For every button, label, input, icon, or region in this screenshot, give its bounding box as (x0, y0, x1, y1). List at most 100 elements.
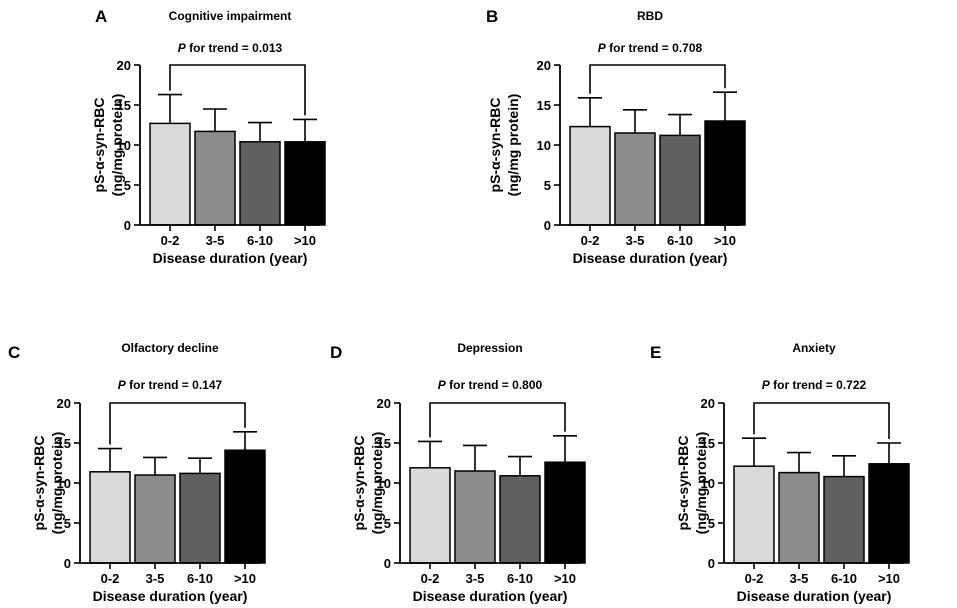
trend-bracket (589, 64, 726, 94)
bar-gt10 (868, 463, 910, 564)
y-axis-label-line1: pS-α-syn-RBC (675, 436, 691, 531)
trend-annotation: P for trend = 0.708 (598, 41, 703, 55)
y-axis-label-line1: pS-α-syn-RBC (91, 98, 107, 193)
bar-3-5 (134, 474, 176, 564)
x-tick-label: 0-2 (421, 571, 440, 586)
y-tick-label: 15 (537, 98, 551, 113)
x-tick-label: 3-5 (626, 233, 645, 248)
panel-letter: B (486, 7, 498, 26)
x-tick-label: 0-2 (161, 233, 180, 248)
trend-p: P (762, 378, 771, 392)
trend-annotation: P for trend = 0.800 (438, 378, 543, 392)
y-tick-label: 0 (384, 556, 391, 571)
y-tick-label: 20 (701, 396, 715, 411)
trend-annotation: P for trend = 0.722 (762, 378, 867, 392)
bar-3-5 (614, 132, 656, 226)
y-tick-label: 15 (57, 436, 71, 451)
x-axis-label: Disease duration (year) (737, 588, 892, 604)
y-tick-label: 20 (377, 396, 391, 411)
y-axis-label-line2: (ng/mg protein) (49, 432, 65, 535)
y-tick-label: 0 (544, 218, 551, 233)
y-axis-label-line1: pS-α-syn-RBC (487, 98, 503, 193)
trend-text: for trend = 0.013 (186, 41, 283, 55)
x-tick-label: 6-10 (667, 233, 693, 248)
y-axis-label-line2: (ng/mg protein) (369, 432, 385, 535)
bar-6-10 (239, 141, 281, 226)
y-tick-label: 15 (377, 436, 391, 451)
panel-title: RBD (637, 9, 663, 23)
y-tick-label: 0 (124, 218, 131, 233)
bar-0-2 (733, 465, 775, 564)
bar-6-10 (823, 475, 865, 564)
x-tick-label: 6-10 (831, 571, 857, 586)
bar-6-10 (179, 472, 221, 564)
trend-bracket (109, 402, 246, 445)
y-tick-label: 10 (117, 138, 131, 153)
bar-gt10 (224, 449, 266, 564)
x-tick-label: 0-2 (745, 571, 764, 586)
y-tick-label: 10 (57, 476, 71, 491)
y-axis-label-line2: (ng/mg protein) (693, 432, 709, 535)
x-tick-label: >10 (234, 571, 256, 586)
trend-bracket (169, 64, 306, 116)
bar-gt10 (284, 141, 326, 226)
trend-text: for trend = 0.147 (126, 378, 223, 392)
bar-3-5 (454, 470, 496, 564)
panel-letter: C (8, 343, 20, 362)
x-tick-label: 6-10 (507, 571, 533, 586)
trend-annotation: P for trend = 0.013 (178, 41, 283, 55)
panel-title: Cognitive impairment (169, 9, 292, 23)
y-tick-label: 20 (117, 58, 131, 73)
bar-0-2 (149, 122, 191, 226)
panel-e: E Anxiety P for trend = 0.722 0 5 10 15 20 0-2 3-… (650, 341, 910, 604)
x-axis-label: Disease duration (year) (413, 588, 568, 604)
bar-3-5 (778, 471, 820, 564)
bar-0-2 (409, 467, 451, 564)
bar-gt10 (704, 120, 746, 226)
x-tick-label: >10 (878, 571, 900, 586)
x-tick-label: 3-5 (146, 571, 165, 586)
y-axis-label: pS-α-syn-RBC (ng/mg protein) (351, 432, 385, 535)
y-tick-label: 20 (57, 396, 71, 411)
bar-gt10 (544, 461, 586, 564)
y-axis-label: pS-α-syn-RBC (ng/mg protein) (487, 94, 521, 197)
trend-p: P (178, 41, 187, 55)
trend-text: for trend = 0.722 (770, 378, 867, 392)
x-axis-label: Disease duration (year) (93, 588, 248, 604)
y-tick-label: 15 (701, 436, 715, 451)
x-tick-label: 3-5 (790, 571, 809, 586)
trend-p: P (118, 378, 127, 392)
panel-letter: D (330, 343, 342, 362)
x-tick-label: 3-5 (466, 571, 485, 586)
x-tick-label: >10 (294, 233, 316, 248)
y-tick-label: 10 (377, 476, 391, 491)
x-tick-label: 6-10 (247, 233, 273, 248)
y-tick-label: 5 (64, 516, 71, 531)
trend-annotation: P for trend = 0.147 (118, 378, 223, 392)
panel-a: A Cognitive impairment P for trend = 0.013… (91, 7, 326, 266)
y-tick-label: 0 (708, 556, 715, 571)
trend-text: for trend = 0.800 (446, 378, 543, 392)
trend-text: for trend = 0.708 (606, 41, 703, 55)
y-tick-label: 0 (64, 556, 71, 571)
bar-0-2 (89, 471, 131, 564)
y-axis-label-line1: pS-α-syn-RBC (351, 436, 367, 531)
y-tick-label: 5 (124, 178, 131, 193)
panel-title: Olfactory decline (121, 341, 219, 355)
trend-bracket (753, 402, 890, 439)
x-tick-label: 6-10 (187, 571, 213, 586)
x-tick-label: >10 (714, 233, 736, 248)
trend-bracket (429, 402, 566, 438)
bar-0-2 (569, 125, 611, 226)
y-axis-label-line2: (ng/mg protein) (505, 94, 521, 197)
panel-title: Depression (457, 341, 522, 355)
y-axis-label: pS-α-syn-RBC (ng/mg protein) (31, 432, 65, 535)
panel-d: D Depression P for trend = 0.800 0 5 10 15 20 0-… (330, 341, 586, 604)
y-tick-label: 5 (544, 178, 551, 193)
x-tick-label: 3-5 (206, 233, 225, 248)
panel-b: B RBD P for trend = 0.708 0 5 10 15 20 0-2 3-5 6-1… (486, 7, 746, 266)
panel-c: C Olfactory decline P for trend = 0.147 0 5 1… (8, 341, 266, 604)
y-tick-label: 5 (708, 516, 715, 531)
y-tick-label: 20 (537, 58, 551, 73)
